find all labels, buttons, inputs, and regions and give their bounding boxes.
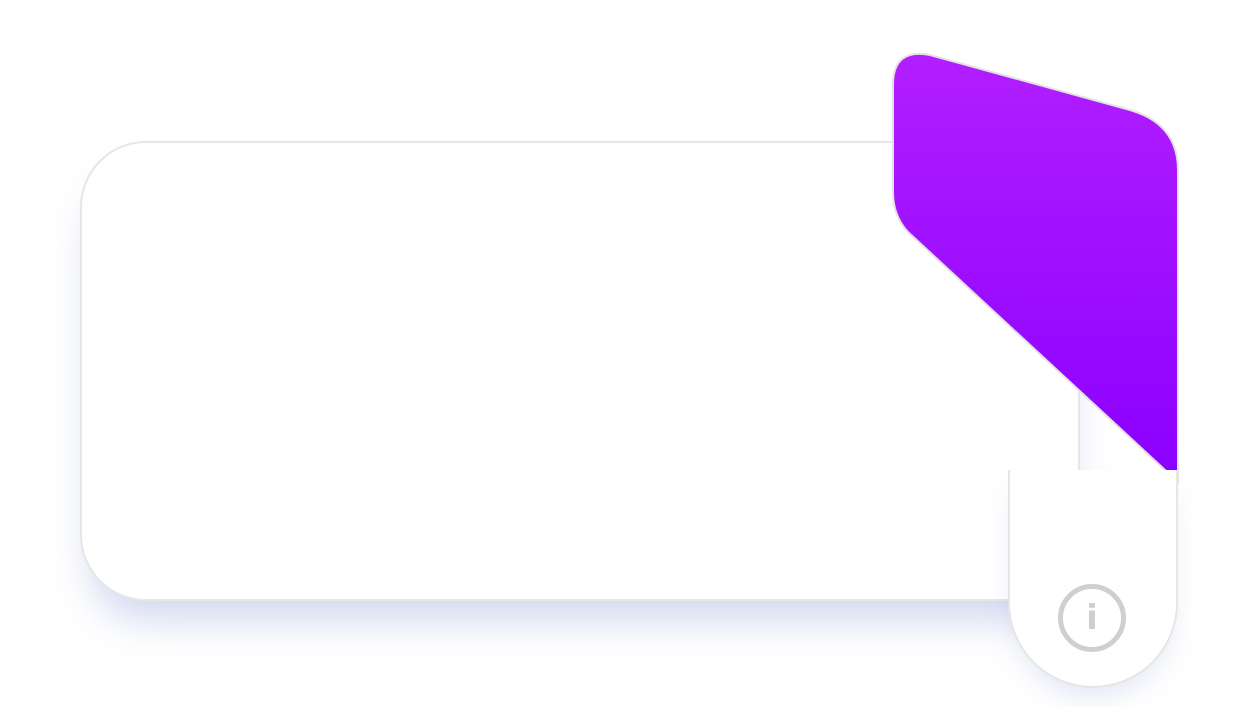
info-panel (1008, 470, 1178, 688)
accent-shape (892, 52, 1179, 485)
info-icon: i (1086, 598, 1098, 638)
info-button[interactable]: i (1058, 584, 1126, 652)
